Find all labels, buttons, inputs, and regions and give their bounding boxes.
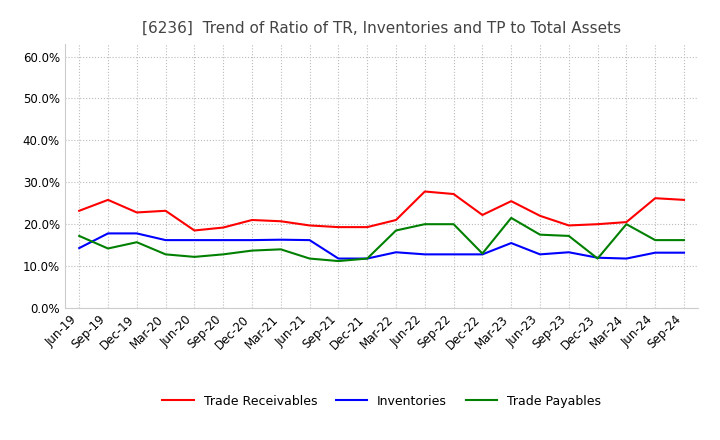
Trade Payables <box>305 256 314 261</box>
Trade Payables <box>334 258 343 264</box>
Inventories <box>536 252 544 257</box>
Inventories <box>190 238 199 243</box>
Trade Receivables <box>132 210 141 215</box>
Legend: Trade Receivables, Inventories, Trade Payables: Trade Receivables, Inventories, Trade Pa… <box>157 390 606 413</box>
Trade Payables <box>219 252 228 257</box>
Inventories <box>478 252 487 257</box>
Line: Inventories: Inventories <box>79 233 684 259</box>
Trade Payables <box>420 222 429 227</box>
Trade Receivables <box>449 191 458 197</box>
Line: Trade Receivables: Trade Receivables <box>79 191 684 231</box>
Inventories <box>651 250 660 255</box>
Trade Payables <box>622 222 631 227</box>
Trade Payables <box>190 254 199 260</box>
Inventories <box>161 238 170 243</box>
Trade Payables <box>104 246 112 251</box>
Trade Receivables <box>564 223 573 228</box>
Inventories <box>564 249 573 255</box>
Trade Receivables <box>651 195 660 201</box>
Trade Payables <box>392 228 400 233</box>
Inventories <box>276 237 285 242</box>
Trade Payables <box>536 232 544 237</box>
Trade Receivables <box>680 197 688 202</box>
Trade Receivables <box>593 222 602 227</box>
Trade Receivables <box>536 213 544 218</box>
Inventories <box>219 238 228 243</box>
Trade Payables <box>75 233 84 238</box>
Trade Receivables <box>507 198 516 204</box>
Inventories <box>680 250 688 255</box>
Trade Receivables <box>190 228 199 233</box>
Trade Receivables <box>104 197 112 202</box>
Trade Payables <box>132 239 141 245</box>
Trade Receivables <box>75 208 84 213</box>
Inventories <box>420 252 429 257</box>
Trade Receivables <box>392 217 400 223</box>
Inventories <box>363 256 372 261</box>
Trade Receivables <box>305 223 314 228</box>
Inventories <box>334 256 343 261</box>
Inventories <box>305 238 314 243</box>
Inventories <box>507 240 516 246</box>
Trade Payables <box>651 238 660 243</box>
Inventories <box>75 246 84 251</box>
Line: Trade Payables: Trade Payables <box>79 218 684 261</box>
Trade Payables <box>564 233 573 238</box>
Trade Payables <box>593 256 602 261</box>
Trade Payables <box>478 251 487 256</box>
Inventories <box>449 252 458 257</box>
Inventories <box>392 249 400 255</box>
Inventories <box>622 256 631 261</box>
Trade Receivables <box>248 217 256 223</box>
Trade Receivables <box>334 224 343 230</box>
Trade Receivables <box>478 213 487 218</box>
Inventories <box>104 231 112 236</box>
Trade Receivables <box>420 189 429 194</box>
Trade Payables <box>161 252 170 257</box>
Trade Receivables <box>622 220 631 225</box>
Trade Payables <box>449 222 458 227</box>
Inventories <box>593 255 602 260</box>
Title: [6236]  Trend of Ratio of TR, Inventories and TP to Total Assets: [6236] Trend of Ratio of TR, Inventories… <box>142 21 621 36</box>
Trade Receivables <box>219 225 228 230</box>
Inventories <box>132 231 141 236</box>
Trade Receivables <box>276 219 285 224</box>
Trade Payables <box>276 247 285 252</box>
Trade Payables <box>248 248 256 253</box>
Inventories <box>248 238 256 243</box>
Trade Payables <box>680 238 688 243</box>
Trade Payables <box>507 215 516 220</box>
Trade Payables <box>363 256 372 261</box>
Trade Receivables <box>363 224 372 230</box>
Trade Receivables <box>161 208 170 213</box>
